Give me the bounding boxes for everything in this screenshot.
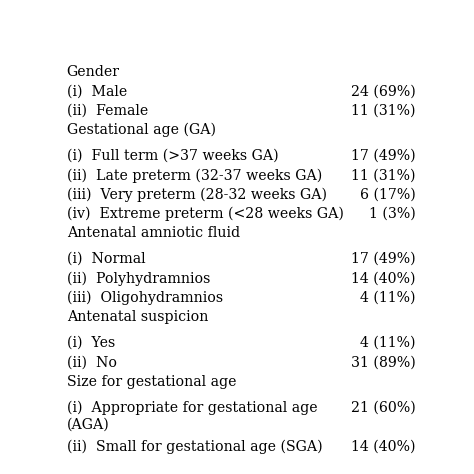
Text: (i)  Appropriate for gestational age
(AGA): (i) Appropriate for gestational age (AGA…	[66, 401, 317, 431]
Text: (ii)  Polyhydramnios: (ii) Polyhydramnios	[66, 272, 210, 286]
Text: (iii)  Oligohydramnios: (iii) Oligohydramnios	[66, 291, 223, 305]
Text: (i)  Male: (i) Male	[66, 84, 127, 98]
Text: 11 (31%): 11 (31%)	[351, 104, 416, 118]
Text: 14 (40%): 14 (40%)	[351, 272, 416, 285]
Text: 4 (11%): 4 (11%)	[360, 291, 416, 305]
Text: Size for gestational age: Size for gestational age	[66, 375, 236, 389]
Text: (ii)  Small for gestational age (SGA): (ii) Small for gestational age (SGA)	[66, 439, 322, 454]
Text: Antenatal amniotic fluid: Antenatal amniotic fluid	[66, 226, 240, 240]
Text: (iv)  Extreme preterm (<28 weeks GA): (iv) Extreme preterm (<28 weeks GA)	[66, 207, 344, 221]
Text: 11 (31%): 11 (31%)	[351, 168, 416, 182]
Text: (i)  Normal: (i) Normal	[66, 252, 145, 266]
Text: 4 (11%): 4 (11%)	[360, 336, 416, 350]
Text: 17 (49%): 17 (49%)	[351, 252, 416, 266]
Text: 21 (60%): 21 (60%)	[351, 401, 416, 415]
Text: 1 (3%): 1 (3%)	[369, 207, 416, 221]
Text: (ii)  Late preterm (32-37 weeks GA): (ii) Late preterm (32-37 weeks GA)	[66, 168, 322, 182]
Text: 31 (89%): 31 (89%)	[351, 356, 416, 369]
Text: (ii)  Female: (ii) Female	[66, 104, 148, 118]
Text: 14 (40%): 14 (40%)	[351, 439, 416, 453]
Text: Gestational age (GA): Gestational age (GA)	[66, 123, 216, 137]
Text: (i)  Yes: (i) Yes	[66, 336, 115, 350]
Text: Antenatal suspicion: Antenatal suspicion	[66, 310, 208, 324]
Text: 24 (69%): 24 (69%)	[351, 84, 416, 98]
Text: 17 (49%): 17 (49%)	[351, 149, 416, 163]
Text: 6 (17%): 6 (17%)	[360, 188, 416, 201]
Text: (ii)  No: (ii) No	[66, 356, 117, 369]
Text: Gender: Gender	[66, 65, 119, 79]
Text: (iii)  Very preterm (28-32 weeks GA): (iii) Very preterm (28-32 weeks GA)	[66, 188, 327, 202]
Text: (i)  Full term (>37 weeks GA): (i) Full term (>37 weeks GA)	[66, 149, 278, 163]
